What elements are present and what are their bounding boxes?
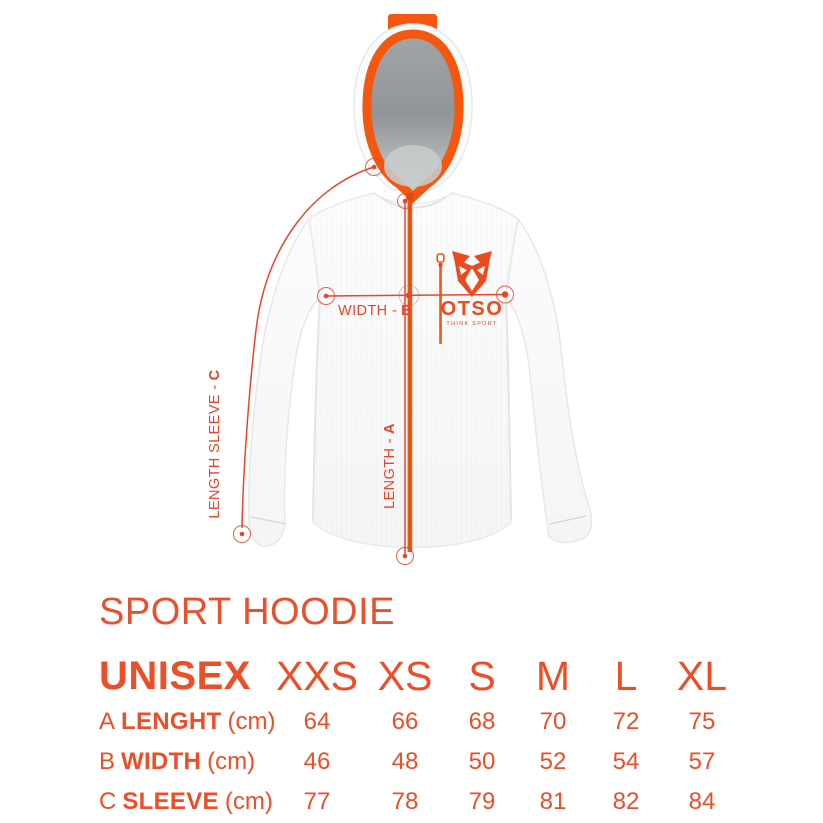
left-side-seam — [312, 299, 321, 521]
length-label: LENGTH -A — [382, 423, 398, 509]
length-xs: 66 — [391, 708, 419, 735]
size-column-header-xs: XS — [377, 652, 433, 699]
length-m: 70 — [539, 708, 567, 735]
hoodie-illustration: OTSO THINK SPORT — [248, 14, 593, 552]
measurement-annotations: WIDTH -B LENGTH -A LENGTH SLEEVE -C — [207, 158, 514, 565]
width-xl: 57 — [688, 748, 716, 775]
sleeve-s: 79 — [468, 788, 496, 815]
row-name: LENGHT — [121, 708, 222, 735]
right-cuff-seam — [549, 515, 587, 525]
hood-chin-panel — [384, 145, 442, 187]
length-l: 72 — [612, 708, 640, 735]
right-side-seam — [505, 299, 512, 521]
row-label-width: B WIDTH (cm) — [99, 748, 271, 776]
width-xs: 48 — [391, 748, 419, 775]
size-table: UNISEX XXS XS S M L XL A LENGHT (cm) 64 … — [99, 650, 741, 822]
pocket-zipper-stop — [438, 263, 443, 267]
right-sleeve — [505, 217, 593, 544]
width-label: WIDTH -B — [338, 303, 412, 319]
width-xxs: 46 — [303, 748, 331, 775]
row-label-length: A LENGHT (cm) — [99, 708, 275, 736]
row-letter: C — [99, 788, 117, 815]
row-label-sleeve: C SLEEVE (cm) — [99, 788, 273, 816]
otso-fox-logo-icon — [452, 251, 492, 297]
row-letter: A — [99, 708, 116, 735]
logo-tagline-text: THINK SPORT — [446, 321, 497, 327]
size-column-header-xxs: XXS — [275, 652, 359, 699]
logo-brand-text: OTSO — [441, 298, 504, 320]
width-l: 54 — [612, 748, 640, 775]
sleeve-l: 82 — [612, 788, 640, 815]
row-name: SLEEVE — [122, 788, 219, 815]
length-xl: 75 — [688, 708, 716, 735]
hoodie-measurement-diagram: OTSO THINK SPORT WIDTH -B — [207, 14, 593, 565]
sleeve-xs: 78 — [391, 788, 419, 815]
collar-seam — [380, 196, 446, 209]
left-sleeve — [248, 217, 321, 547]
size-column-header-s: S — [468, 652, 496, 699]
sleeve-m: 81 — [539, 788, 567, 815]
row-letter: B — [99, 748, 116, 775]
width-s: 50 — [468, 748, 496, 775]
width-m: 52 — [539, 748, 567, 775]
row-unit: (cm) — [227, 708, 276, 735]
sleeve-label: LENGTH SLEEVE -C — [207, 369, 223, 518]
sleeve-xl: 84 — [688, 788, 716, 815]
sleeve-xxs: 77 — [303, 788, 331, 815]
table-gender-label: UNISEX — [99, 653, 251, 698]
pocket-zipper-pull — [436, 253, 445, 263]
row-unit: (cm) — [224, 788, 273, 815]
sleeve-measure-line — [233, 158, 383, 543]
size-column-header-l: L — [614, 652, 638, 699]
width-measure-line — [317, 284, 514, 306]
product-title: SPORT HOODIE — [99, 591, 395, 633]
size-column-header-xl: XL — [676, 652, 728, 699]
fabric-texture — [309, 193, 518, 548]
left-cuff-seam — [250, 516, 287, 525]
length-xxs: 64 — [303, 708, 331, 735]
row-name: WIDTH — [121, 748, 202, 775]
length-s: 68 — [468, 708, 496, 735]
size-column-header-m: M — [535, 652, 571, 699]
row-unit: (cm) — [207, 748, 256, 775]
length-measure-line — [396, 193, 414, 565]
